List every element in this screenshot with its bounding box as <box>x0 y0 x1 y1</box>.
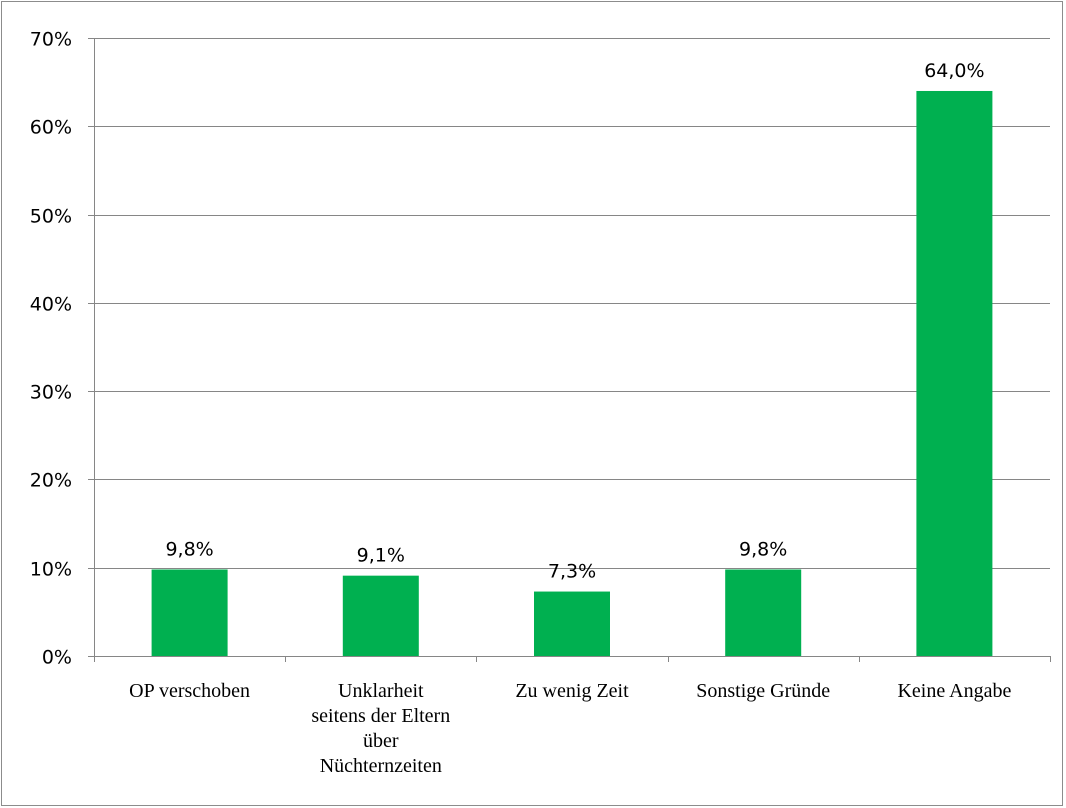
labels: 0% 10% 20% 30% 40% 50% 60% 70% 9,8% OP verschoben… <box>30 29 1012 778</box>
data-label: 64,0% <box>924 60 984 82</box>
bar <box>725 569 802 656</box>
bar <box>151 569 228 656</box>
data-label: 9,8% <box>165 538 213 560</box>
y-tick-label: 10% <box>30 559 72 581</box>
x-tick-label: Keine Angabe <box>897 680 1011 702</box>
axes <box>88 38 1051 662</box>
y-tick-label: 40% <box>30 294 72 316</box>
y-tick-label: 0% <box>42 647 72 669</box>
data-label: 7,3% <box>548 561 596 583</box>
bar <box>916 90 993 656</box>
data-label: 9,8% <box>739 538 787 560</box>
x-tick-label: OP verschoben <box>129 680 250 702</box>
data-label: 9,1% <box>357 545 405 567</box>
y-tick-label: 70% <box>30 29 72 51</box>
x-tick-label: Unklarheit seitens der Eltern über Nüchtern… <box>311 680 450 777</box>
x-tick-label: Sonstige Gründe <box>696 680 830 702</box>
bar <box>534 591 610 656</box>
y-tick-label: 60% <box>30 117 72 139</box>
bars <box>151 90 993 656</box>
y-tick-label: 20% <box>30 470 72 492</box>
gridlines <box>94 38 1050 569</box>
bar <box>342 575 419 656</box>
y-tick-label: 50% <box>30 206 72 228</box>
y-tick-label: 30% <box>30 382 72 404</box>
x-tick-label: Zu wenig Zeit <box>515 680 629 702</box>
